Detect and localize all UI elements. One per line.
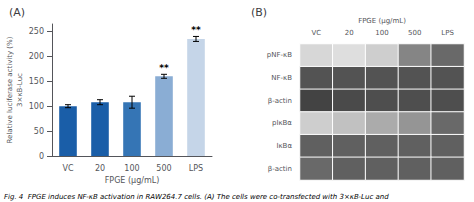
svg-text:Relative luciferase activity (: Relative luciferase activity (%) — [6, 36, 14, 143]
svg-text:3×κB-Luc: 3×κB-Luc — [16, 73, 24, 107]
svg-text:0: 0 — [39, 152, 44, 161]
svg-text:β-actin: β-actin — [268, 165, 292, 173]
svg-text:FPGE (μg/mL): FPGE (μg/mL) — [105, 176, 160, 185]
svg-text:150: 150 — [29, 77, 44, 86]
svg-text:100: 100 — [124, 164, 139, 173]
svg-text:(A): (A) — [9, 6, 25, 19]
svg-text:Fig. 4 FPGE induces NF-κB act: Fig. 4 FPGE induces NF-κB activation in … — [4, 193, 389, 201]
svg-text:20: 20 — [95, 164, 105, 173]
svg-text:500: 500 — [408, 29, 421, 37]
svg-text:LPS: LPS — [189, 164, 203, 173]
svg-text:50: 50 — [34, 127, 44, 136]
svg-text:VC: VC — [62, 164, 73, 173]
svg-text:20: 20 — [345, 29, 354, 37]
svg-text:250: 250 — [29, 27, 44, 36]
svg-text:pNF-κB: pNF-κB — [267, 51, 292, 59]
svg-text:pIκBα: pIκBα — [272, 119, 292, 127]
svg-text:LPS: LPS — [441, 29, 454, 37]
svg-text:FPGE (μg/mL): FPGE (μg/mL) — [358, 17, 406, 25]
svg-text:**: ** — [191, 25, 201, 35]
svg-text:100: 100 — [29, 102, 44, 111]
svg-text:NF-κB: NF-κB — [271, 74, 292, 82]
svg-text:**: ** — [159, 63, 169, 73]
svg-text:IκBα: IκBα — [276, 142, 292, 150]
svg-text:(B): (B) — [251, 6, 267, 19]
svg-text:VC: VC — [312, 29, 322, 37]
svg-text:200: 200 — [29, 52, 44, 61]
svg-text:500: 500 — [156, 164, 171, 173]
svg-text:100: 100 — [375, 29, 388, 37]
svg-text:β-actin: β-actin — [268, 97, 292, 105]
